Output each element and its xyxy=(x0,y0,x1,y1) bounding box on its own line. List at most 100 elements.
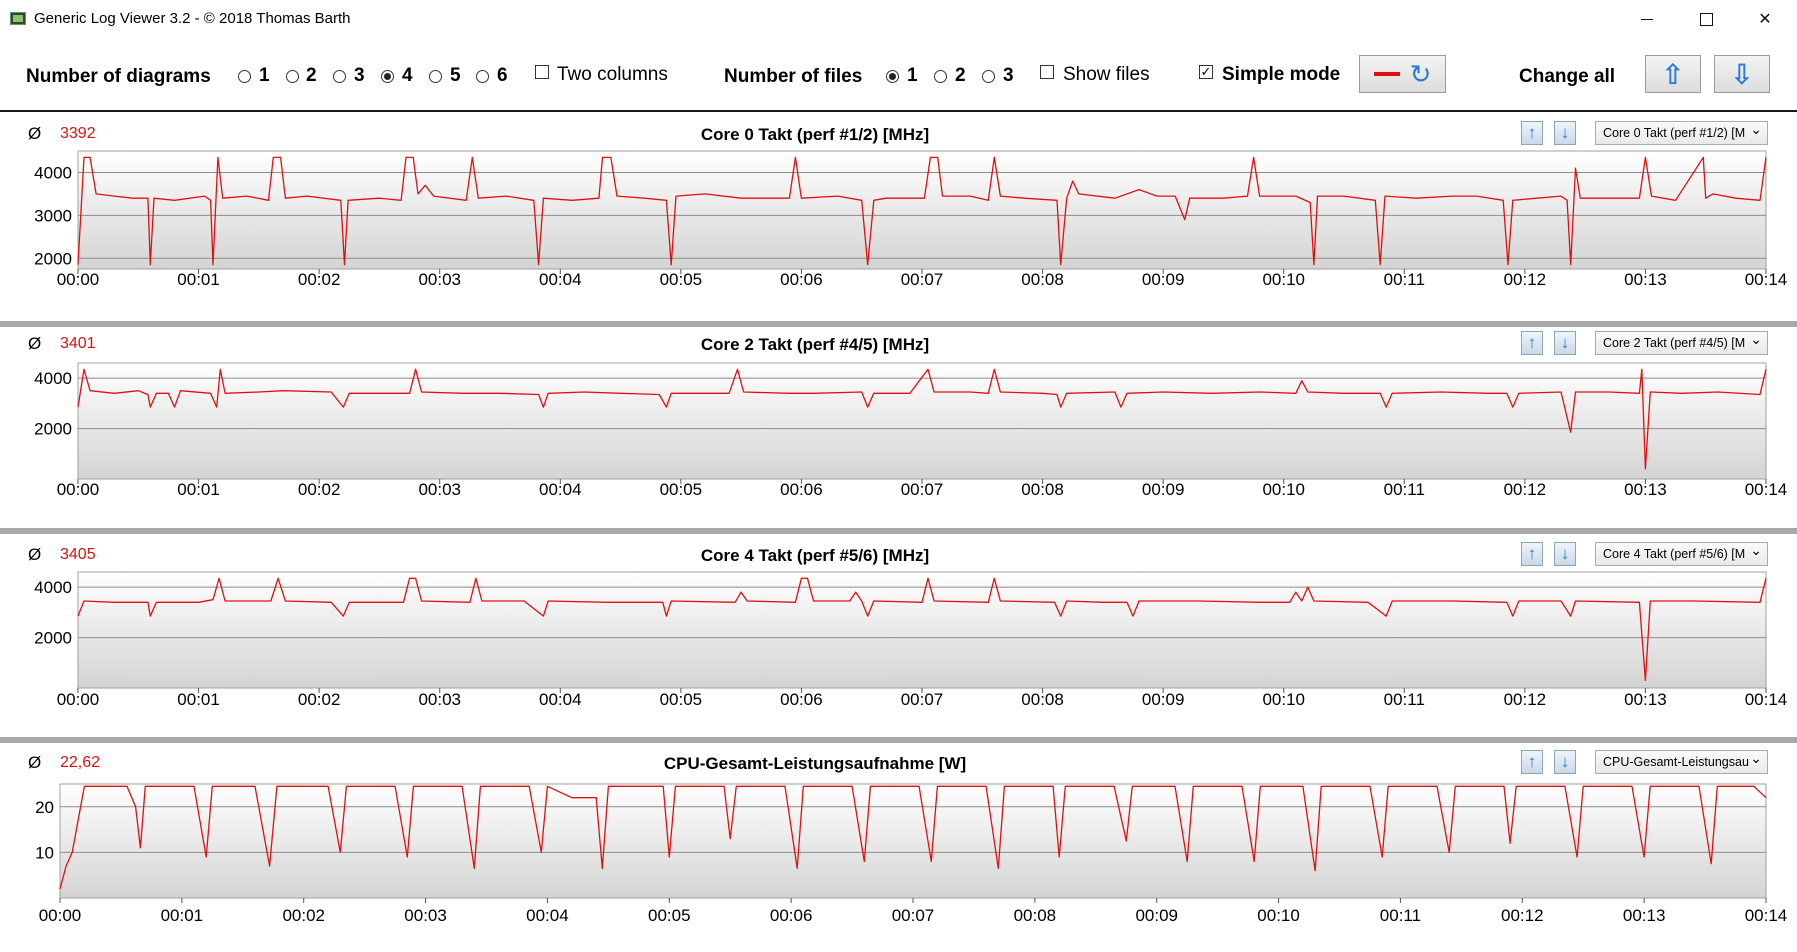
y-tick-label: 3000 xyxy=(34,206,72,225)
panel-separator[interactable] xyxy=(0,528,1797,534)
x-tick-label: 00:14 xyxy=(1745,270,1788,289)
move-down-all-button[interactable]: ⇩ xyxy=(1714,55,1770,93)
x-tick-label: 00:10 xyxy=(1262,270,1305,289)
diagram-radio-5[interactable] xyxy=(429,70,442,83)
x-tick-label: 00:11 xyxy=(1384,480,1425,499)
arrow-up-icon[interactable]: ↑ xyxy=(1521,331,1543,355)
x-tick-label: 00:03 xyxy=(418,690,461,709)
average-value: 22,62 xyxy=(60,754,101,771)
x-tick-label: 00:03 xyxy=(418,270,461,289)
diagram-radio-2[interactable] xyxy=(286,70,299,83)
panel-title: CPU-Gesamt-Leistungsaufnahme [W] xyxy=(663,754,967,773)
x-tick-label: 00:14 xyxy=(1745,480,1788,499)
panel-title: Core 4 Takt (perf #5/6) [MHz] xyxy=(700,546,930,565)
arrow-down-icon[interactable]: ↓ xyxy=(1554,542,1576,566)
line-chart: 10 20 00:00 00:01 00:02 00:03 00:04 00:05 00:06 0… xyxy=(35,783,1787,925)
diagram-panel-2: Ø 3401 Core 2 Takt (perf #4/5) [MHz] ↑ ↓… xyxy=(0,327,1797,528)
arrow-down-icon[interactable]: ↓ xyxy=(1554,121,1576,145)
x-tick-label: 00:10 xyxy=(1262,480,1305,499)
x-tick-label: 00:07 xyxy=(901,270,944,289)
diagram-panel-1: Ø 3392 Core 0 Takt (perf #1/2) [MHz] ↑ ↓… xyxy=(0,114,1797,321)
simple-mode-checkbox[interactable]: ✓ xyxy=(1199,64,1213,79)
x-tick-label: 00:12 xyxy=(1504,270,1547,289)
panel-separator[interactable] xyxy=(0,321,1797,327)
panel-title: Core 2 Takt (perf #4/5) [MHz] xyxy=(700,335,930,354)
y-tick-label: 4000 xyxy=(34,163,72,182)
x-tick-label: 00:13 xyxy=(1624,270,1667,289)
y-tick-label: 4000 xyxy=(34,578,72,597)
channel-select[interactable]: Core 2 Takt (perf #4/5) [M xyxy=(1595,331,1768,355)
arrow-up-icon[interactable]: ↑ xyxy=(1521,542,1543,566)
x-tick-label: 00:04 xyxy=(539,690,582,709)
num-diagrams-label: Number of diagrams xyxy=(26,66,211,87)
series-line xyxy=(59,785,1767,890)
x-tick-label: 00:02 xyxy=(282,906,325,925)
show-files-checkbox[interactable] xyxy=(1040,65,1054,79)
average-value: 3401 xyxy=(60,335,96,352)
x-tick-label: 00:02 xyxy=(298,270,341,289)
file-radio-label: 3 xyxy=(1003,65,1014,86)
panel-separator[interactable] xyxy=(0,737,1797,743)
line-color-swatch xyxy=(1373,72,1400,76)
line-color-refresh-button[interactable]: ↻ xyxy=(1359,55,1446,93)
diagram-radio-3[interactable] xyxy=(333,70,346,83)
refresh-icon: ↻ xyxy=(1409,59,1432,89)
x-tick-label: 00:09 xyxy=(1142,270,1185,289)
diagram-radio-label: 3 xyxy=(354,65,365,86)
arrow-down-icon[interactable]: ↓ xyxy=(1554,331,1576,355)
series-line xyxy=(77,368,1767,470)
x-tick-label: 00:09 xyxy=(1142,480,1185,499)
x-tick-label: 00:11 xyxy=(1384,270,1425,289)
plot-area xyxy=(77,150,1767,270)
diagram-radio-1[interactable] xyxy=(238,70,251,83)
average-value: 3392 xyxy=(60,125,96,142)
x-tick-label: 00:13 xyxy=(1623,906,1666,925)
x-tick-label: 00:08 xyxy=(1021,690,1064,709)
x-tick-label: 00:01 xyxy=(177,690,220,709)
x-tick-label: 00:10 xyxy=(1257,906,1300,925)
channel-select[interactable]: Core 0 Takt (perf #1/2) [M xyxy=(1595,121,1768,145)
show-files-label: Show files xyxy=(1063,64,1150,85)
x-tick-label: 00:02 xyxy=(298,690,341,709)
file-radio-2[interactable] xyxy=(934,70,947,83)
toolbar: Number of diagrams 1 2 3 4 5 6 Two colum… xyxy=(0,38,1797,112)
x-tick-label: 00:14 xyxy=(1745,690,1788,709)
move-up-all-button[interactable]: ⇧ xyxy=(1645,55,1701,93)
x-tick-label: 00:00 xyxy=(57,480,100,499)
x-tick-label: 00:04 xyxy=(526,906,569,925)
file-radio-1[interactable] xyxy=(886,70,899,83)
arrow-up-icon[interactable]: ↑ xyxy=(1521,750,1543,774)
arrow-down-icon[interactable]: ↓ xyxy=(1554,750,1576,774)
channel-select[interactable]: Core 4 Takt (perf #5/6) [M xyxy=(1595,542,1768,566)
x-tick-label: 00:05 xyxy=(660,690,703,709)
file-radio-3[interactable] xyxy=(982,70,995,83)
x-tick-label: 00:05 xyxy=(660,480,703,499)
arrow-up-icon: ⇧ xyxy=(1661,58,1685,90)
maximize-button[interactable] xyxy=(1683,6,1729,32)
y-tick-label: 2000 xyxy=(34,420,72,439)
diagram-radio-6[interactable] xyxy=(476,70,489,83)
x-tick-label: 00:02 xyxy=(298,480,341,499)
file-radio-label: 1 xyxy=(907,65,918,86)
diagram-radio-4[interactable] xyxy=(381,70,394,83)
app-icon xyxy=(10,12,26,25)
channel-select[interactable]: CPU-Gesamt-Leistungsau xyxy=(1595,750,1768,774)
diagram-radio-label: 2 xyxy=(306,65,317,86)
arrow-up-icon[interactable]: ↑ xyxy=(1521,121,1543,145)
diagram-radio-label: 1 xyxy=(259,65,270,86)
x-tick-label: 00:03 xyxy=(404,906,447,925)
two-columns-label: Two columns xyxy=(557,64,668,85)
x-tick-label: 00:00 xyxy=(39,906,82,925)
diagram-panel-4: Ø 22,62 CPU-Gesamt-Leistungsaufnahme [W]… xyxy=(0,743,1797,952)
minimize-button[interactable] xyxy=(1624,6,1670,32)
x-tick-label: 00:13 xyxy=(1624,690,1667,709)
two-columns-checkbox[interactable] xyxy=(535,65,549,79)
average-symbol: Ø xyxy=(28,753,42,772)
x-tick-label: 00:09 xyxy=(1142,690,1185,709)
line-chart: 2000 3000 4000 00:00 00:01 00:02 00:03 00:04 00:… xyxy=(34,150,1788,289)
file-radio-label: 2 xyxy=(955,65,966,86)
plot-area xyxy=(77,571,1767,689)
average-symbol: Ø xyxy=(28,124,42,143)
close-button[interactable] xyxy=(1742,6,1788,32)
diagram-radio-label: 4 xyxy=(402,65,413,86)
